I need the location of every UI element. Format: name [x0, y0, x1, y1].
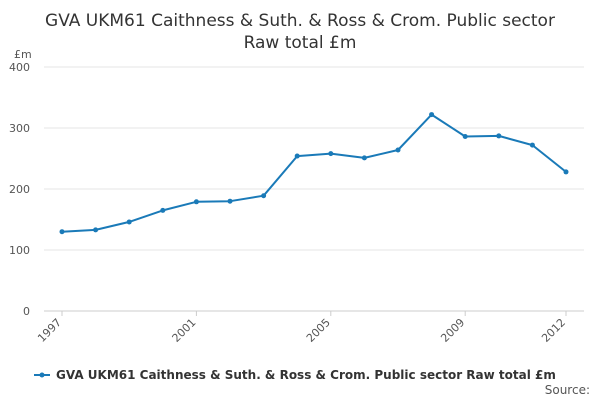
- x-tick-labels: 1997 2001 2005 2009 2012: [35, 311, 568, 345]
- source-label: Source:: [545, 383, 590, 397]
- y-tick-label-100: 100: [9, 244, 30, 257]
- legend-point-marker: [39, 372, 45, 378]
- data-point-2009[interactable]: [462, 134, 468, 140]
- chart-title-line-1: GVA UKM61 Caithness & Suth. & Ross & Cro…: [45, 11, 555, 31]
- data-point-2001[interactable]: [193, 199, 199, 205]
- data-point-2005[interactable]: [328, 151, 334, 157]
- legend-entry: GVA UKM61 Caithness & Suth. & Ross & Cro…: [56, 368, 556, 382]
- data-point-2010[interactable]: [496, 133, 502, 139]
- x-tick-label-2005: 2005: [304, 316, 333, 345]
- data-point-2008[interactable]: [429, 112, 435, 118]
- data-point-2002[interactable]: [227, 198, 233, 204]
- series-line-0: [61, 113, 567, 233]
- y-tick-label-400: 400: [9, 61, 30, 74]
- x-tick-label-2012: 2012: [539, 316, 568, 345]
- y-tick-label-0: 0: [23, 305, 30, 318]
- chart-title-line-2: Raw total £m: [244, 33, 357, 53]
- gridlines: [44, 66, 584, 312]
- legend: GVA UKM61 Caithness & Suth. & Ross & Cro…: [34, 368, 556, 382]
- data-point-2000[interactable]: [160, 207, 166, 213]
- x-tick-label-1997: 1997: [35, 316, 64, 345]
- y-axis-unit: £m: [14, 48, 32, 61]
- x-tick-label-2009: 2009: [438, 316, 467, 345]
- data-point-2004[interactable]: [294, 153, 300, 159]
- data-point-2011[interactable]: [529, 142, 535, 148]
- series-group: [59, 112, 569, 235]
- x-tick-label-2001: 2001: [170, 316, 199, 345]
- data-point-1998[interactable]: [93, 227, 99, 233]
- data-point-2006[interactable]: [361, 155, 367, 161]
- y-tick-labels: 0 100 200 300 400: [9, 61, 30, 318]
- y-tick-label-300: 300: [9, 122, 30, 135]
- data-point-1997[interactable]: [59, 229, 65, 235]
- data-point-2012[interactable]: [563, 169, 569, 175]
- data-point-2007[interactable]: [395, 147, 401, 153]
- y-tick-label-200: 200: [9, 183, 30, 196]
- data-point-2003[interactable]: [261, 193, 267, 199]
- data-point-1999[interactable]: [126, 219, 132, 225]
